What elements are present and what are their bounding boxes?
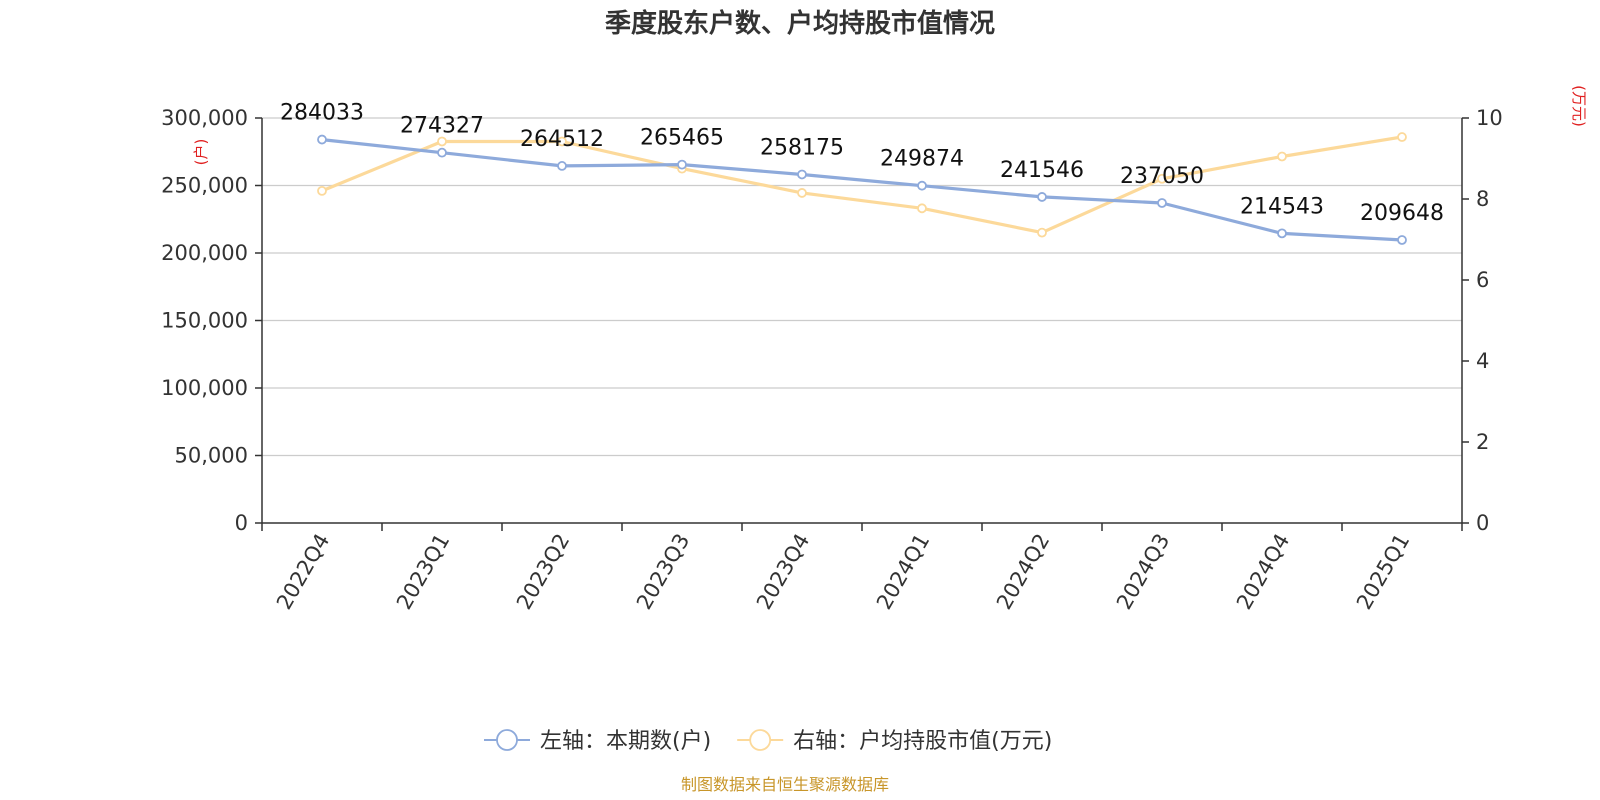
source-note: 制图数据来自恒生聚源数据库 xyxy=(681,775,889,794)
left-axis-tick-label: 0 xyxy=(235,511,248,535)
data-label: 209648 xyxy=(1360,201,1444,226)
data-label: 214543 xyxy=(1240,194,1324,219)
right-axis-tick-label: 2 xyxy=(1476,430,1489,454)
right-axis-tick-label: 8 xyxy=(1476,187,1489,211)
data-label: 241546 xyxy=(1000,158,1084,183)
legend-label: 左轴：本期数(户) xyxy=(540,729,711,754)
legend-item-left[interactable]: 左轴：本期数(户) xyxy=(484,729,711,754)
series-right xyxy=(317,132,1407,238)
data-label: 264512 xyxy=(520,127,604,152)
x-axis-tick-label: 2023Q4 xyxy=(752,530,814,614)
right-axis-tick-label: 0 xyxy=(1476,511,1489,535)
legend-label: 右轴：户均持股市值(万元) xyxy=(793,729,1052,754)
data-point-left[interactable] xyxy=(557,161,567,171)
right-axis-tick-label: 6 xyxy=(1476,268,1489,292)
x-axis-tick-label: 2023Q3 xyxy=(632,530,694,614)
data-point-right[interactable] xyxy=(1397,132,1407,142)
data-point-right[interactable] xyxy=(317,185,327,196)
right-axis-tick-label: 4 xyxy=(1476,349,1489,373)
x-axis-tick-label: 2024Q2 xyxy=(992,530,1054,614)
grid-lines xyxy=(262,117,1462,457)
data-point-right[interactable] xyxy=(1157,173,1167,184)
series-line-left xyxy=(321,138,1403,242)
x-axis-tick-label: 2023Q2 xyxy=(512,530,574,614)
left-axis-tick-label: 50,000 xyxy=(175,444,248,468)
legend-marker-icon xyxy=(749,729,772,751)
data-label: 284033 xyxy=(280,101,364,126)
series xyxy=(317,132,1407,245)
data-point-left[interactable] xyxy=(1277,228,1287,239)
data-point-left[interactable] xyxy=(1157,198,1167,208)
legend-marker-icon xyxy=(496,729,518,751)
data-label: 274327 xyxy=(400,114,484,139)
data-point-right[interactable] xyxy=(1277,151,1287,162)
left-axis-unit: (户) xyxy=(192,139,210,166)
data-point-right[interactable] xyxy=(917,203,927,214)
data-point-left[interactable] xyxy=(317,134,327,145)
left-axis-tick-label: 100,000 xyxy=(161,376,248,400)
x-axis-tick-label: 2023Q1 xyxy=(392,530,454,614)
data-point-right[interactable] xyxy=(557,136,567,147)
right-axis-tick-label: 10 xyxy=(1476,106,1503,130)
right-axis-unit: (万元) xyxy=(1570,85,1588,127)
data-point-left[interactable] xyxy=(437,147,447,158)
chart-title: 季度股东户数、户均持股市值情况 xyxy=(605,8,995,39)
data-label: 249874 xyxy=(880,147,964,172)
data-point-left[interactable] xyxy=(797,169,807,180)
left-axis-tick-label: 150,000 xyxy=(161,309,248,333)
data-label: 237050 xyxy=(1120,164,1204,189)
data-point-left[interactable] xyxy=(677,159,687,170)
data-point-left[interactable] xyxy=(1037,192,1047,202)
left-axis-tick-label: 250,000 xyxy=(161,174,248,198)
data-point-right[interactable] xyxy=(1037,227,1047,238)
data-label: 258175 xyxy=(760,135,844,160)
data-labels: 284033 274327 264512 265465 258175 249874 2415… xyxy=(280,101,1444,226)
x-axis-tick-label: 2022Q4 xyxy=(272,530,334,614)
x-axis-tick-label: 2024Q1 xyxy=(872,530,934,614)
series-left xyxy=(317,134,1407,245)
x-axis-tick-label: 2024Q4 xyxy=(1232,530,1294,614)
left-axis-tick-label: 300,000 xyxy=(161,106,248,130)
series-line-right xyxy=(321,135,1403,235)
data-point-left[interactable] xyxy=(917,180,927,191)
data-point-right[interactable] xyxy=(797,188,807,198)
legend[interactable]: 左轴：本期数(户) 右轴：户均持股市值(万元) xyxy=(484,729,1052,754)
axes: 0 50,000 100,000 150,000 200,000 250,000 300,0… xyxy=(161,106,1503,614)
x-axis-tick-label: 2024Q3 xyxy=(1112,530,1174,614)
legend-item-right[interactable]: 右轴：户均持股市值(万元) xyxy=(737,729,1052,754)
data-point-left[interactable] xyxy=(1397,235,1407,245)
data-label: 265465 xyxy=(640,126,724,151)
left-axis-tick-label: 200,000 xyxy=(161,241,248,265)
data-point-right[interactable] xyxy=(437,136,447,147)
x-axis-tick-label: 2025Q1 xyxy=(1352,530,1414,614)
